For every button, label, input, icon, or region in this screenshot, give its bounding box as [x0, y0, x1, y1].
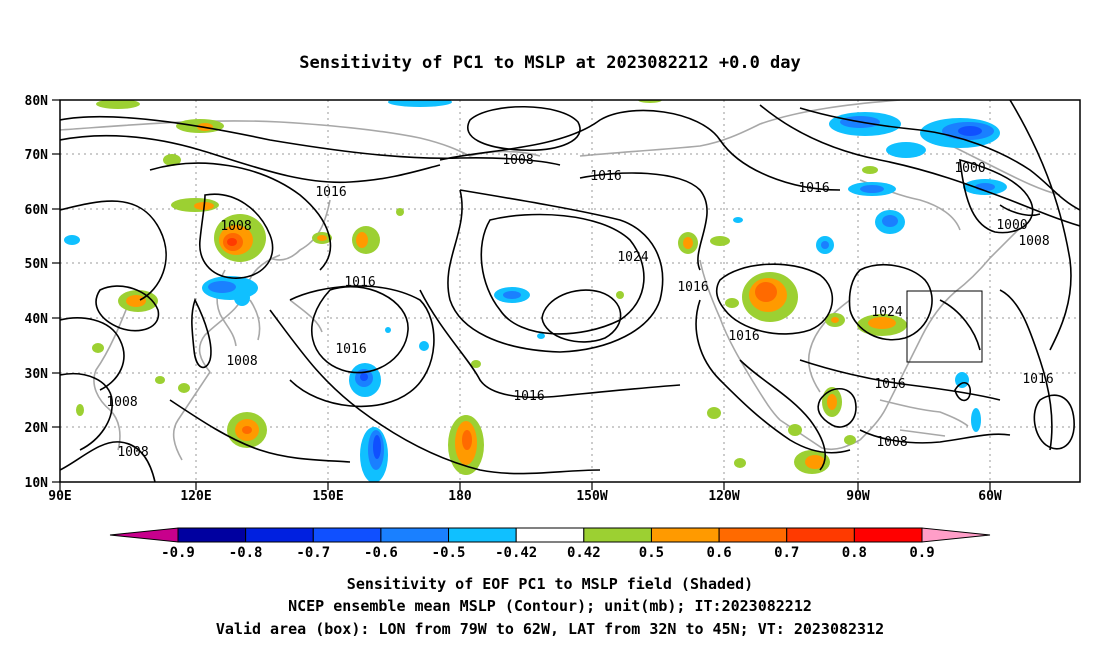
colorbar: -0.9 -0.8 -0.7 -0.6 -0.5 -0.42 0.42 0.5 0.6 0.7 0.… — [109, 527, 991, 561]
colorbar-labels: -0.9 -0.8 -0.7 -0.6 -0.5 -0.42 0.42 0.5 0.6 0.7 0.… — [161, 545, 935, 561]
colorbar-label: -0.5 — [432, 545, 466, 561]
contour-label: 1016 — [677, 280, 708, 295]
contour-label: 1008 — [1018, 234, 1049, 249]
contour-label: 1016 — [344, 275, 375, 290]
longitude-labels: 90E 120E 150E 180 150W 120W 90W 60W — [48, 489, 1002, 504]
lat-label: 70N — [25, 148, 49, 163]
captions: Sensitivity of EOF PC1 to MSLP field (Sh… — [216, 575, 884, 638]
contour-labels: 1008 1016 1016 1016 1000 1000 1008 1008 … — [106, 153, 1053, 460]
colorbar-label: -0.6 — [364, 545, 398, 561]
map-frame — [59, 99, 1081, 483]
valid-area-box — [906, 290, 983, 363]
contour-label: 1008 — [220, 219, 251, 234]
colorbar-box — [786, 527, 855, 543]
contour-label: 1000 — [954, 161, 985, 176]
caption-line-2: NCEP ensemble mean MSLP (Contour); unit(… — [288, 597, 812, 615]
colorbar-box — [583, 527, 652, 543]
lon-label: 150E — [312, 489, 343, 504]
lon-label: 60W — [978, 489, 1002, 504]
colorbar-label: 0.6 — [706, 545, 731, 561]
lat-label: 50N — [25, 257, 49, 272]
colorbar-label: 0.8 — [842, 545, 867, 561]
lat-label: 20N — [25, 421, 49, 436]
colorbar-box — [245, 527, 314, 543]
caption-line-1: Sensitivity of EOF PC1 to MSLP field (Sh… — [347, 575, 753, 593]
colorbar-box — [650, 527, 720, 543]
lat-label: 30N — [25, 367, 49, 382]
contour-label: 1016 — [874, 377, 905, 392]
contour-label: 1016 — [798, 181, 829, 196]
lon-label: 120W — [708, 489, 739, 504]
colorbar-boxes — [177, 527, 923, 543]
colorbar-label: -0.9 — [161, 545, 195, 561]
contour-label: 1008 — [226, 354, 257, 369]
colorbar-box — [515, 527, 585, 543]
latitude-labels: 80N 70N 60N 50N 40N 30N 20N 10N — [25, 94, 49, 491]
lat-label: 40N — [25, 312, 49, 327]
contour-label: 1016 — [728, 329, 759, 344]
colorbar-box — [312, 527, 382, 543]
contour-label: 1016 — [1022, 372, 1053, 387]
contour-label: 1016 — [315, 185, 346, 200]
colorbar-box — [718, 527, 788, 543]
contour-label: 1016 — [513, 389, 544, 404]
sensitivity-shading — [64, 100, 1007, 482]
colorbar-label: -0.7 — [296, 545, 330, 561]
lon-label: 180 — [448, 489, 472, 504]
colorbar-box — [448, 527, 517, 543]
lon-label: 120E — [180, 489, 211, 504]
lat-label: 80N — [25, 94, 49, 109]
colorbar-label: -0.42 — [495, 545, 537, 561]
caption-line-3: Valid area (box): LON from 79W to 62W, L… — [216, 620, 884, 638]
colorbar-label: 0.9 — [909, 545, 934, 561]
colorbar-box — [853, 527, 923, 543]
lon-label: 150W — [576, 489, 607, 504]
contour-label: 1024 — [617, 250, 648, 265]
contour-label: 1008 — [502, 153, 533, 168]
lat-label: 60N — [25, 203, 49, 218]
figure-title: Sensitivity of PC1 to MSLP at 2023082212… — [299, 53, 801, 73]
colorbar-label: 0.42 — [567, 545, 601, 561]
contour-label: 1000 — [996, 218, 1027, 233]
colorbar-low-arrow — [109, 527, 179, 543]
lat-label: 10N — [25, 476, 49, 491]
contour-label: 1016 — [590, 169, 621, 184]
contour-label: 1008 — [117, 445, 148, 460]
colorbar-label: 0.5 — [639, 545, 664, 561]
colorbar-high-arrow — [921, 527, 991, 543]
lon-label: 90E — [48, 489, 71, 504]
mslp-contours — [60, 100, 1080, 482]
contour-label: 1008 — [106, 395, 137, 410]
colorbar-box — [177, 527, 247, 543]
contour-label: 1016 — [335, 342, 366, 357]
colorbar-label: 0.7 — [774, 545, 799, 561]
axis-ticks — [52, 99, 991, 490]
colorbar-box — [380, 527, 450, 543]
contour-label: 1008 — [876, 435, 907, 450]
contour-label: 1024 — [871, 305, 902, 320]
lon-label: 90W — [846, 489, 870, 504]
colorbar-label: -0.8 — [229, 545, 263, 561]
map-panel: 1008 1016 1016 1016 1000 1000 1008 1008 … — [25, 94, 1081, 504]
